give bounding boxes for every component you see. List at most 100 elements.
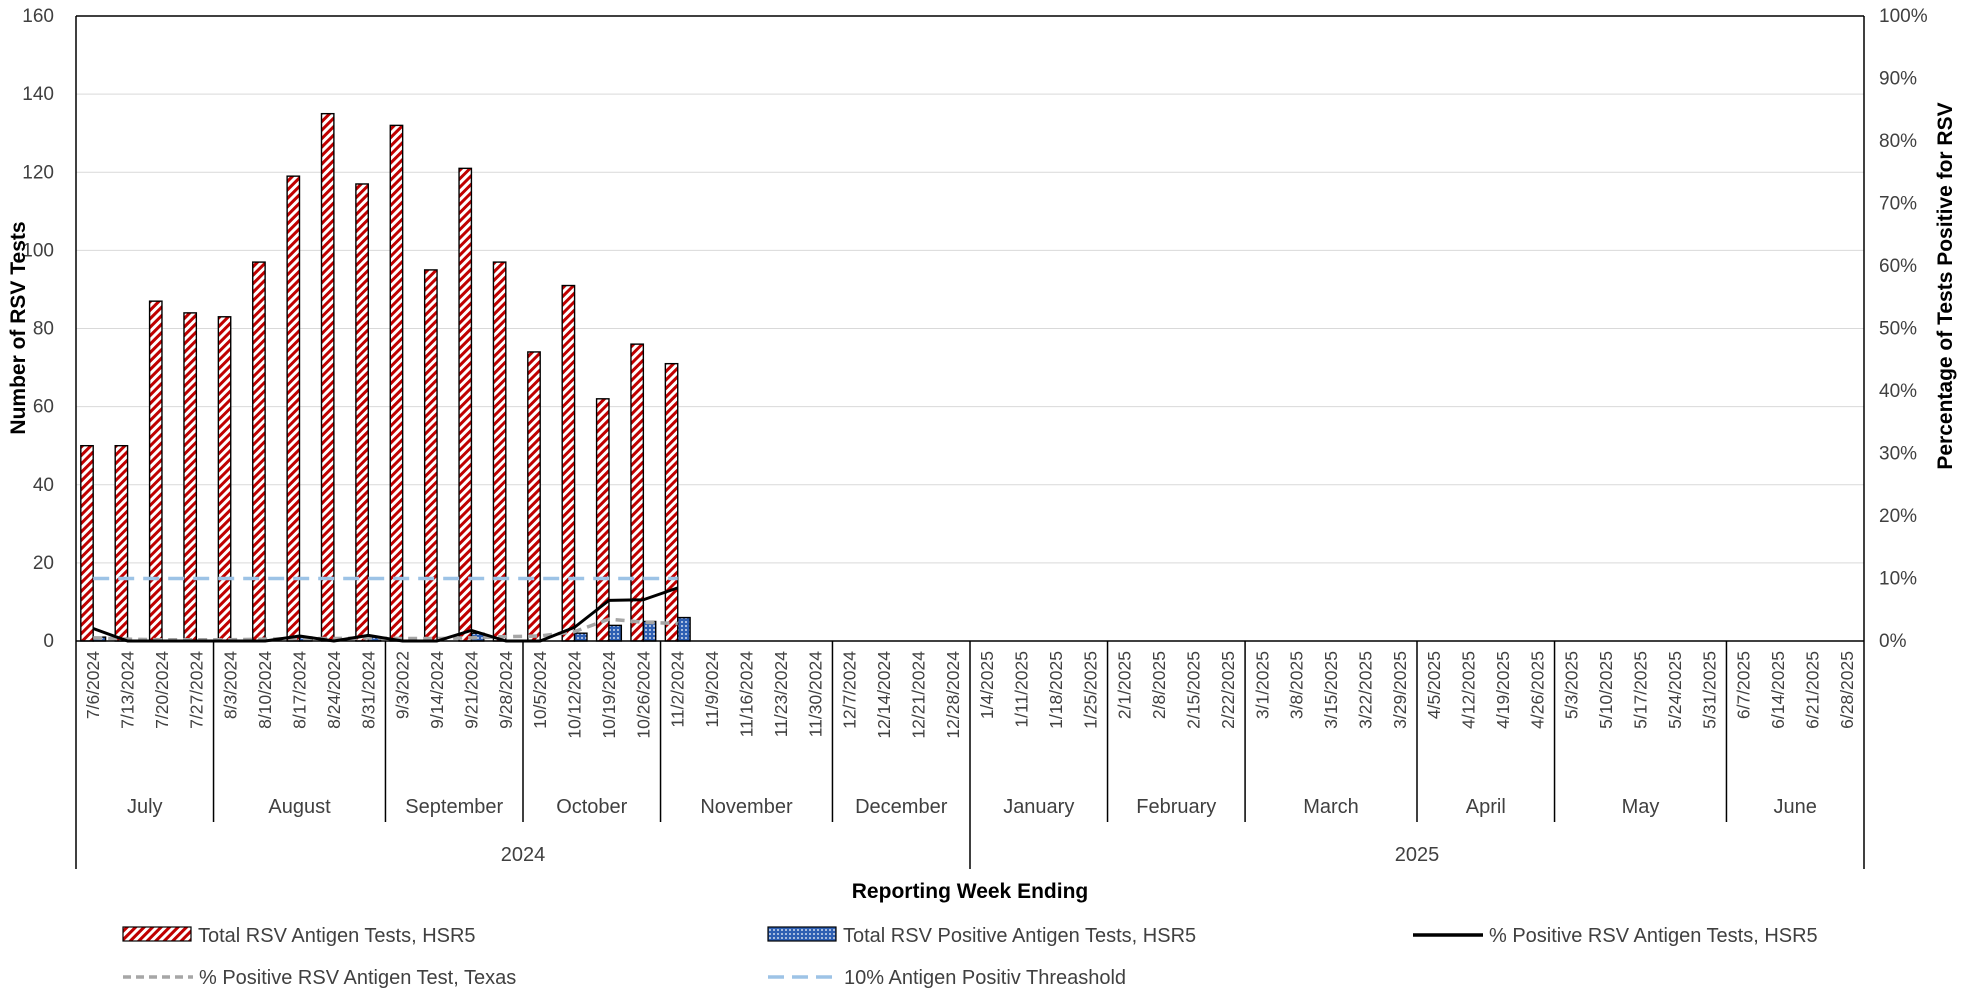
x-tick-label: 5/10/2025 (1596, 651, 1616, 729)
total-tests-bar (80, 444, 94, 642)
positive-tests-bar (608, 624, 623, 642)
y2-tick-label: 10% (1879, 569, 1917, 590)
total-tests-bar (355, 183, 369, 642)
month-label: November (700, 796, 793, 818)
total-tests-bar (492, 261, 507, 642)
x-tick-label: 9/3/2022 (393, 651, 413, 719)
y-tick-label: 120 (22, 162, 54, 183)
total-tests-bar (183, 312, 198, 642)
y-tick-label: 0 (43, 631, 54, 652)
x-tick-label: 6/28/2025 (1837, 651, 1857, 729)
x-tick-label: 5/24/2025 (1665, 651, 1685, 729)
x-tick-label: 10/12/2024 (565, 651, 585, 739)
legend-label: 10% Antigen Positiv Threashold (844, 967, 1126, 989)
total-tests-bar (320, 112, 335, 642)
x-tick-label: 3/8/2025 (1287, 651, 1307, 719)
legend-label: Total RSV Antigen Tests, HSR5 (198, 925, 476, 947)
x-tick-label: 3/1/2025 (1252, 651, 1272, 719)
month-label: January (1003, 796, 1074, 818)
x-tick-label: 3/29/2025 (1390, 651, 1410, 729)
x-tick-label: 12/28/2024 (943, 651, 963, 739)
x-tick-label: 7/6/2024 (83, 651, 103, 719)
x-tick-label: 10/19/2024 (599, 651, 619, 739)
total-tests-bar (252, 261, 266, 642)
x-tick-label: 8/31/2024 (358, 651, 378, 729)
x-tick-label: 11/30/2024 (805, 651, 825, 738)
x-tick-label: 3/22/2025 (1355, 651, 1375, 729)
x-tick-label: 11/9/2024 (702, 651, 722, 728)
x-tick-label: 6/21/2025 (1802, 651, 1822, 729)
y2-tick-label: 30% (1879, 444, 1917, 465)
y-axis-title: Number of RSV Tests (7, 221, 30, 434)
x-tick-label: 1/25/2025 (1080, 651, 1100, 729)
y2-tick-label: 90% (1879, 69, 1917, 90)
month-label: October (556, 796, 627, 818)
total-tests-bar (630, 343, 645, 642)
x-tick-label: 5/3/2025 (1562, 651, 1582, 719)
x-tick-label: 7/13/2024 (118, 651, 138, 729)
legend-swatch-1 (767, 926, 837, 942)
x-tick-label: 10/26/2024 (633, 651, 653, 739)
x-tick-label: 11/2/2024 (668, 651, 688, 728)
month-label: February (1136, 796, 1216, 818)
x-tick-label: 10/5/2024 (530, 651, 550, 729)
y-tick-label: 160 (22, 6, 54, 27)
y2-tick-label: 60% (1879, 256, 1917, 277)
x-tick-label: 9/28/2024 (496, 651, 516, 729)
y2-tick-label: 70% (1879, 194, 1917, 215)
x-tick-label: 12/14/2024 (874, 651, 894, 739)
total-tests-bar (286, 175, 301, 642)
x-tick-label: 2/15/2025 (1184, 651, 1204, 729)
y2-tick-label: 40% (1879, 381, 1917, 402)
month-label: September (405, 796, 503, 818)
x-tick-label: 9/21/2024 (461, 651, 481, 729)
total-tests-bar (217, 316, 232, 642)
x-tick-label: 9/14/2024 (427, 651, 447, 729)
x-tick-label: 2/8/2025 (1149, 651, 1169, 719)
month-label: August (268, 796, 331, 818)
y2-tick-label: 0% (1879, 631, 1907, 652)
total-tests-bar (389, 124, 404, 642)
positive-tests-bar (573, 632, 588, 642)
x-tick-label: 4/12/2025 (1459, 651, 1479, 729)
total-tests-bar (527, 351, 541, 642)
legend-label: % Positive RSV Antigen Tests, HSR5 (1489, 925, 1818, 947)
x-tick-label: 5/17/2025 (1631, 651, 1651, 729)
legend-label: Total RSV Positive Antigen Tests, HSR5 (843, 925, 1196, 947)
total-tests-bar (664, 362, 679, 642)
x-tick-label: 4/5/2025 (1424, 651, 1444, 719)
y-tick-label: 100 (22, 240, 54, 261)
month-label: July (127, 796, 163, 818)
x-tick-label: 4/19/2025 (1493, 651, 1513, 729)
month-label: April (1466, 796, 1506, 818)
total-tests-bar (423, 269, 438, 642)
x-tick-label: 6/14/2025 (1768, 651, 1788, 729)
y2-tick-label: 80% (1879, 131, 1917, 152)
y2-tick-label: 100% (1879, 6, 1928, 27)
series-line-2 (92, 586, 679, 643)
x-tick-label: 8/24/2024 (324, 651, 344, 729)
y2-axis-title: Percentage of Tests Positive for RSV (1934, 102, 1957, 469)
y-tick-label: 60 (33, 397, 54, 418)
x-tick-label: 8/17/2024 (290, 651, 310, 729)
y-tick-label: 40 (33, 475, 54, 496)
y2-tick-label: 50% (1879, 319, 1917, 340)
y-tick-label: 20 (33, 553, 54, 574)
series-line-3 (93, 617, 678, 642)
x-tick-label: 11/23/2024 (771, 651, 791, 738)
x-tick-label: 2/1/2025 (1115, 651, 1135, 719)
x-tick-label: 5/31/2025 (1699, 651, 1719, 729)
positive-tests-bar (677, 616, 691, 642)
legend-swatch-0 (122, 926, 192, 942)
x-tick-label: 6/7/2025 (1734, 651, 1754, 719)
total-tests-bar (561, 284, 576, 642)
x-tick-label: 11/16/2024 (737, 651, 757, 738)
month-label: December (855, 796, 948, 818)
month-label: June (1774, 796, 1817, 818)
x-tick-label: 2/22/2025 (1218, 651, 1238, 729)
total-tests-bar (114, 444, 129, 642)
x-tick-label: 7/20/2024 (152, 651, 172, 729)
y2-tick-label: 20% (1879, 506, 1917, 527)
